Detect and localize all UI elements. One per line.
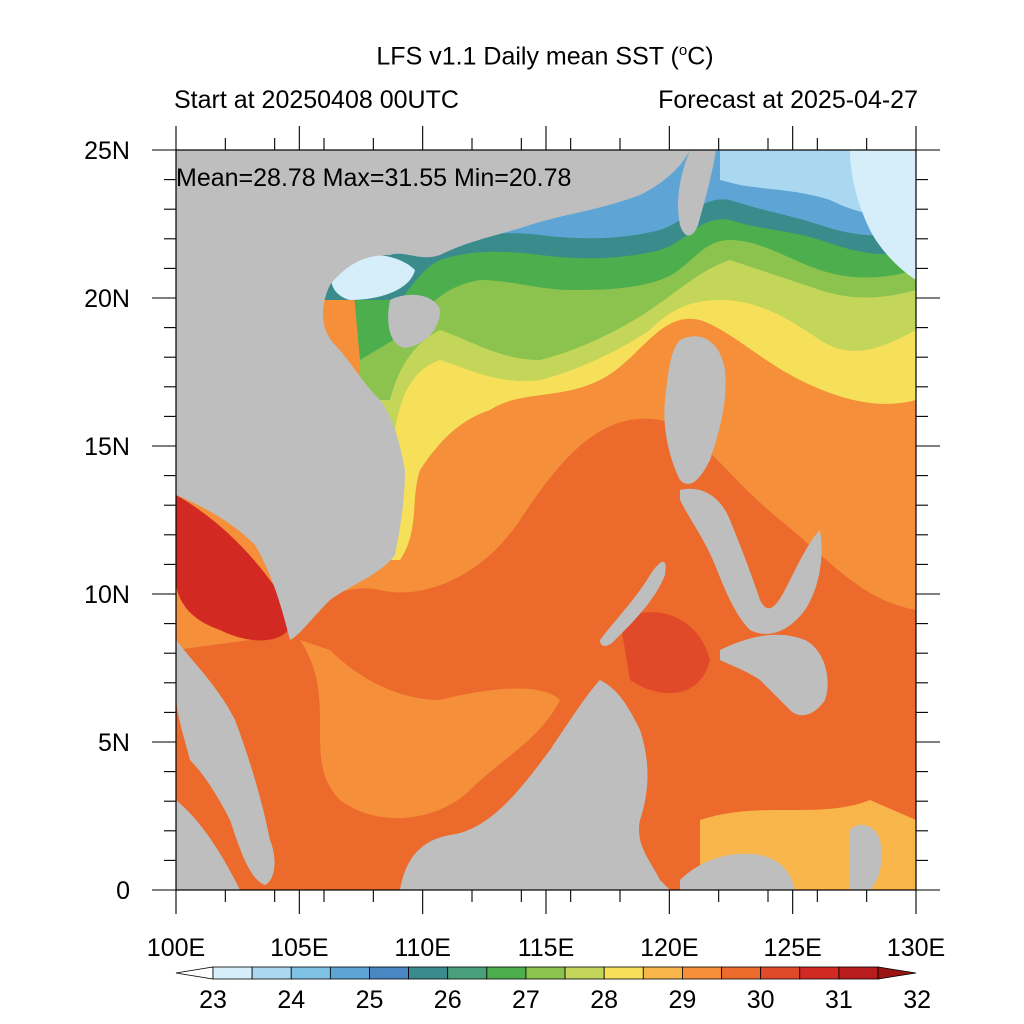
colorbar-box: [486, 966, 527, 980]
land-mindanao: [720, 634, 828, 716]
colorbar-box: [251, 966, 292, 980]
lat-label: 10N: [84, 581, 130, 609]
start-time-subtitle: Start at 20250408 00UTC: [174, 86, 459, 114]
sst-23-band: [850, 150, 916, 280]
colorbar-box: [721, 966, 762, 980]
colorbar-box: [760, 966, 801, 980]
land-taiwan: [678, 150, 716, 236]
land-sumatra: [176, 800, 240, 890]
colorbar-label: 24: [277, 986, 305, 1014]
land-borneo: [400, 680, 670, 890]
colorbar-box: [564, 966, 605, 980]
land-halmahera: [850, 824, 882, 890]
colorbar-box: [799, 966, 840, 980]
land-palawan: [600, 561, 666, 646]
colorbar-label: 29: [669, 986, 697, 1014]
land-hainan: [388, 294, 440, 348]
colorbar-box: [642, 966, 683, 980]
lon-label: 110E: [394, 934, 451, 962]
colorbar-label: 31: [825, 986, 853, 1014]
colorbar-label: 30: [747, 986, 775, 1014]
colorbar-box: [525, 966, 566, 980]
colorbar-box: [447, 966, 488, 980]
land-luzon: [664, 336, 726, 484]
lon-label: 130E: [887, 934, 945, 962]
colorbar-label: 32: [903, 986, 931, 1014]
sst-31-gulf: [176, 495, 292, 641]
lat-label: 0: [116, 877, 130, 905]
land-malay-peninsula: [176, 640, 275, 885]
lon-label: 125E: [763, 934, 821, 962]
sst-23-tonkin: [331, 254, 415, 300]
forecast-date-subtitle: Forecast at 2025-04-27: [658, 86, 918, 114]
colorbar: 23 24 25 26 27 28 29 30 31 32: [175, 966, 931, 1014]
land-visayas: [680, 488, 822, 634]
land-indochina: [176, 150, 690, 640]
lon-label: 100E: [147, 934, 205, 962]
colorbar-min-arrow: [175, 966, 214, 980]
colorbar-label: 27: [512, 986, 540, 1014]
lat-label: 20N: [84, 285, 130, 313]
colorbar-box: [603, 966, 644, 980]
sst-30-sulu: [620, 612, 710, 694]
chart-title: LFS v1.1 Daily mean SST (oC): [376, 42, 714, 71]
colorbar-label: 23: [199, 986, 227, 1014]
colorbar-box: [329, 966, 370, 980]
colorbar-label: 26: [434, 986, 462, 1014]
land-sulawesi: [680, 853, 795, 890]
colorbar-box: [682, 966, 722, 980]
colorbar-box: [212, 966, 253, 980]
colorbar-box: [408, 966, 449, 980]
latitude-labels: 0 5N 10N 15N 20N 25N: [84, 137, 130, 905]
colorbar-box: [369, 966, 409, 980]
map-field: [176, 150, 916, 890]
longitude-labels: 100E 105E 110E 115E 120E 125E 130E: [147, 934, 945, 962]
lon-label: 120E: [640, 934, 698, 962]
colorbar-box: [290, 966, 331, 980]
colorbar-label: 25: [356, 986, 384, 1014]
lon-label: 115E: [518, 934, 575, 962]
colorbar-max-arrow: [877, 966, 917, 980]
axis-ticks: [152, 126, 940, 914]
sst-29-patch: [300, 640, 560, 819]
lat-label: 25N: [84, 137, 130, 165]
colorbar-label: 28: [590, 986, 618, 1014]
lat-label: 5N: [98, 729, 130, 757]
lon-label: 105E: [270, 934, 328, 962]
lat-label: 15N: [84, 433, 130, 461]
colorbar-box: [838, 966, 879, 980]
stats-annotation: Mean=28.78 Max=31.55 Min=20.78: [176, 164, 572, 192]
